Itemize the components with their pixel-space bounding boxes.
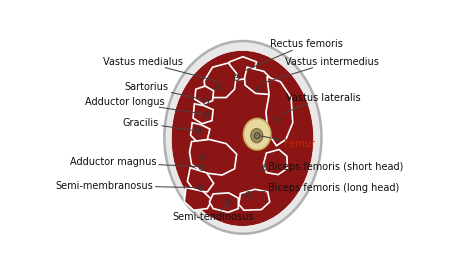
Polygon shape	[187, 168, 214, 192]
Polygon shape	[195, 86, 214, 104]
Ellipse shape	[244, 119, 271, 150]
Circle shape	[259, 89, 260, 90]
Circle shape	[201, 167, 203, 168]
Polygon shape	[245, 67, 273, 94]
Ellipse shape	[251, 129, 263, 143]
Text: Adductor longus: Adductor longus	[85, 97, 202, 114]
Polygon shape	[229, 57, 256, 80]
Text: Semi-membranosus: Semi-membranosus	[55, 181, 195, 190]
Polygon shape	[210, 193, 238, 212]
Polygon shape	[264, 150, 287, 175]
Polygon shape	[204, 63, 237, 98]
Polygon shape	[190, 140, 237, 175]
Ellipse shape	[164, 41, 321, 234]
Circle shape	[256, 135, 258, 136]
Circle shape	[198, 130, 199, 131]
Polygon shape	[184, 188, 212, 210]
Text: Sartorius: Sartorius	[125, 82, 201, 99]
Text: Semi-tendinosus: Semi-tendinosus	[173, 206, 255, 222]
Circle shape	[218, 86, 219, 87]
Circle shape	[248, 194, 249, 195]
Text: Vastus lateralis: Vastus lateralis	[283, 92, 361, 113]
Polygon shape	[266, 77, 293, 146]
Text: Adductor magnus: Adductor magnus	[70, 157, 198, 168]
Circle shape	[277, 119, 278, 120]
Polygon shape	[239, 189, 270, 210]
Circle shape	[263, 167, 264, 168]
Text: Rectus femoris: Rectus femoris	[246, 39, 343, 70]
Polygon shape	[191, 123, 210, 141]
Circle shape	[228, 202, 229, 203]
Text: Vastus medialus: Vastus medialus	[103, 57, 217, 81]
Ellipse shape	[171, 50, 314, 226]
Circle shape	[202, 157, 204, 158]
Circle shape	[236, 77, 237, 78]
Text: Vastus intermedius: Vastus intermedius	[262, 57, 379, 83]
Text: Gracilis: Gracilis	[123, 118, 195, 131]
Text: Biceps femoris (long head): Biceps femoris (long head)	[260, 183, 399, 193]
Polygon shape	[193, 104, 213, 124]
Circle shape	[205, 101, 207, 102]
Text: Biceps femoris (short head): Biceps femoris (short head)	[264, 162, 403, 172]
Circle shape	[205, 114, 206, 115]
Text: Femur: Femur	[260, 136, 315, 149]
